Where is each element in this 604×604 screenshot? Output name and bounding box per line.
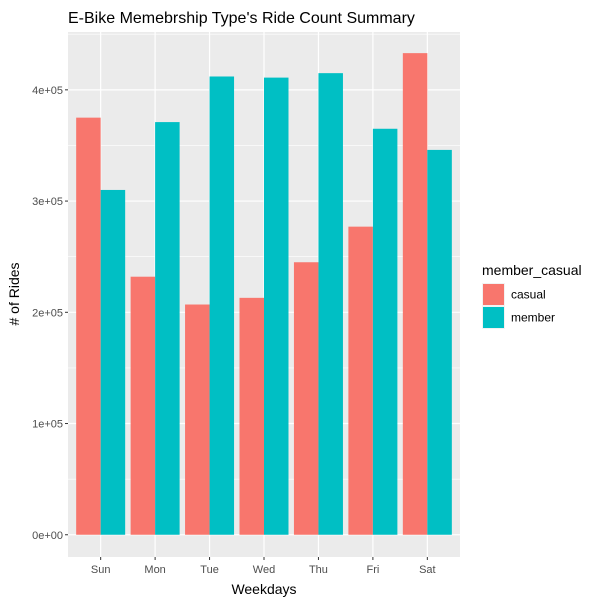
legend-title: member_casual [482,262,582,278]
legend-swatch-casual [483,284,504,305]
legend: member_casual casual member [482,262,582,329]
x-axis: Sun Mon Tue Wed Thu Fri Sat [91,557,436,576]
bar-casual-mon [130,276,156,535]
bar-casual-sun [76,117,101,535]
bar-casual-tue [185,304,210,535]
x-tick-label: Thu [309,564,328,576]
y-tick-label: 4e+05 [32,85,63,97]
bar-member-mon [155,122,180,535]
chart-title: E-Bike Memebrship Type's Ride Count Summ… [68,10,415,27]
y-tick-label: 3e+05 [32,196,63,208]
y-tick-label: 0e+00 [32,530,63,542]
bar-member-sun [100,189,126,535]
bar-member-sat [427,149,452,535]
legend-items: casual member [482,283,555,329]
legend-label-casual: casual [511,288,546,302]
y-tick-label: 2e+05 [32,307,63,319]
legend-swatch-member [483,307,504,328]
bar-casual-wed [239,297,264,535]
x-axis-title: Weekdays [231,581,296,597]
bar-member-wed [264,77,289,535]
x-tick-label: Wed [253,564,275,576]
bar-member-fri [372,128,398,535]
x-tick-label: Sat [419,564,436,576]
y-axis-title: # of Rides [6,262,22,325]
bar-casual-sat [402,53,428,535]
x-tick-label: Sun [91,564,111,576]
y-axis: 0e+00 1e+05 2e+05 3e+05 4e+05 [32,85,68,542]
x-tick-label: Fri [366,564,379,576]
bar-member-tue [209,76,235,535]
x-tick-label: Mon [144,564,165,576]
bar-member-thu [318,73,343,535]
y-tick-label: 1e+05 [32,419,63,431]
bar-casual-fri [348,226,373,535]
legend-label-member: member [511,311,555,325]
bar-casual-thu [293,262,319,535]
x-tick-label: Tue [200,564,219,576]
bars [76,53,452,535]
